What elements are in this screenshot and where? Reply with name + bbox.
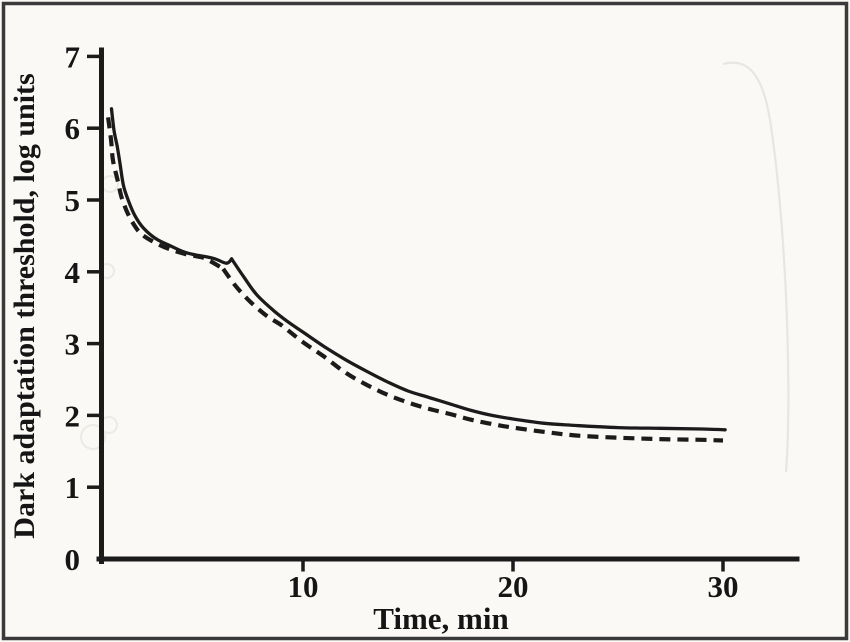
y-tick-label-2: 2 [65, 398, 81, 433]
y-tick-label-7: 7 [65, 39, 81, 74]
x-tick-label-20: 20 [498, 569, 529, 604]
data-curves [106, 107, 727, 443]
y-tick-label-3: 3 [65, 327, 81, 362]
x-tick-label-30: 30 [708, 569, 739, 604]
dashed-curve-cone-branch [106, 117, 225, 271]
solid-curve-rod-branch [229, 257, 727, 432]
tick-labels: 0 1 2 3 4 5 6 7 10 20 30 [65, 39, 739, 604]
y-tick-label-4: 4 [65, 255, 81, 290]
y-tick-label-0: 0 [65, 542, 81, 577]
y-tick-label-5: 5 [65, 183, 81, 218]
solid-curve-cone-branch [109, 107, 234, 265]
dashed-curve-rod-branch [221, 267, 724, 443]
x-tick-label-10: 10 [288, 569, 319, 604]
tick-marks [87, 54, 725, 572]
axes [96, 47, 800, 564]
y-tick-label-6: 6 [65, 111, 81, 146]
scan-artifact-arc [722, 61, 790, 473]
scan-artifact-ring [80, 424, 106, 450]
y-axis-title: Dark adaptation threshold, log units [8, 73, 41, 538]
y-tick-label-1: 1 [65, 470, 81, 505]
x-axis-title: Time, min [373, 601, 509, 636]
